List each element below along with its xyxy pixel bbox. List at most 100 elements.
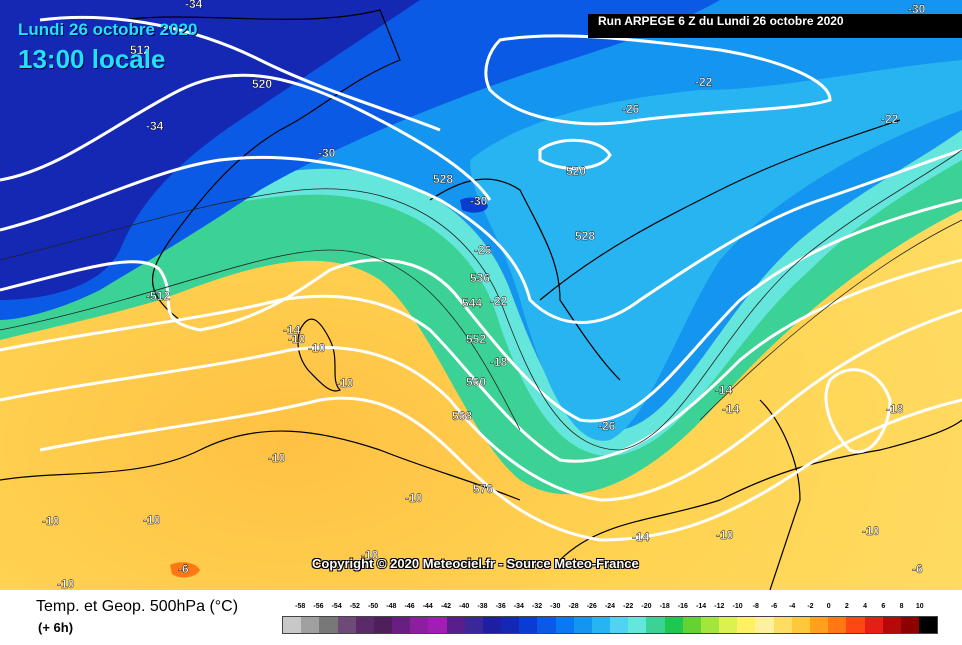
color-swatch: [319, 617, 338, 633]
color-swatch: [464, 617, 483, 633]
color-swatch: [355, 617, 374, 633]
color-swatch: [519, 617, 538, 633]
scale-tick-label: -4: [789, 603, 796, 610]
scale-tick-label: -48: [386, 603, 397, 610]
temp-label: -10: [361, 548, 379, 562]
scale-tick-label: -50: [368, 603, 379, 610]
color-swatch: [919, 617, 938, 633]
temp-label: -30: [908, 2, 926, 16]
color-swatch: [864, 617, 883, 633]
scale-tick-label: -34: [513, 603, 524, 610]
green-band: [0, 150, 962, 495]
scale-tick-label: -36: [495, 603, 506, 610]
color-swatch: [828, 617, 847, 633]
temp-label: -34: [146, 119, 164, 133]
scale-tick-label: -28: [568, 603, 579, 610]
color-swatch: [719, 617, 738, 633]
color-swatch: [446, 617, 465, 633]
temp-label: -10: [862, 524, 880, 538]
map-labels: -34 -34 -30 -30 -30 -26 -26 -26 -22 -22 …: [42, 0, 926, 590]
scale-tick-label: -30: [550, 603, 561, 610]
scale-tick-label: 4: [863, 603, 868, 610]
temp-label: -10: [308, 341, 326, 355]
scale-tick-label: -52: [349, 603, 360, 610]
color-swatch: [773, 617, 792, 633]
color-swatch: [410, 617, 429, 633]
color-swatch: [809, 617, 829, 633]
legend-panel: Temp. et Geop. 500hPa (°C) (+ 6h) -58 -56…: [0, 590, 962, 645]
temp-label: -10: [42, 514, 60, 528]
color-swatch: [392, 617, 411, 633]
scale-tick-label: -16: [677, 603, 688, 610]
color-swatch: [428, 617, 447, 633]
scale-tick-label: -32: [532, 603, 543, 610]
scale-tick-label: -26: [586, 603, 597, 610]
geop-label: -512: [146, 289, 170, 303]
temp-label: -18: [490, 355, 508, 369]
temp-label: -10: [57, 577, 75, 590]
color-swatch: [301, 617, 320, 633]
forecast-date: Lundi 26 octobre 2020: [18, 20, 198, 39]
geop-label: 560: [466, 375, 486, 389]
scale-tick-label: 2: [844, 603, 849, 610]
scale-tick-label: -56: [313, 603, 324, 610]
temp-label: -22: [695, 75, 713, 89]
scale-tick-label: -2: [807, 603, 814, 610]
color-swatch: [664, 617, 683, 633]
temp-label: -14: [715, 383, 733, 397]
temp-label: -30: [470, 194, 488, 208]
color-swatch: [700, 617, 720, 633]
color-swatch: [646, 617, 665, 633]
temp-label: -34: [185, 0, 203, 11]
color-swatch: [682, 617, 701, 633]
temp-label: -22: [490, 294, 508, 308]
coldest-core: [0, 0, 420, 300]
scale-tick-label: 10: [915, 603, 924, 610]
color-swatch: [482, 617, 502, 633]
temp-label: -14: [722, 402, 740, 416]
temp-label: -10: [288, 332, 306, 346]
scale-tick-label: 6: [881, 603, 886, 610]
color-scale-ticks: -58 -56 -54 -52 -50 -48 -46 -44 -42 -40 -38 -36 -34-…: [282, 603, 938, 613]
temperature-isolines: [0, 149, 962, 451]
color-swatch: [337, 617, 356, 633]
scale-tick-label: -8: [752, 603, 759, 610]
cyan-band: [0, 130, 962, 456]
temp-label: -14: [632, 530, 650, 544]
geop-label: 568: [452, 409, 472, 423]
scale-tick-label: -6: [770, 603, 778, 610]
scale-tick-label: -54: [331, 603, 342, 610]
forecast-time: 13:00 locale: [18, 44, 166, 74]
scale-tick-label: -20: [641, 603, 652, 610]
temp-label: -10: [716, 528, 734, 542]
scale-tick-label: -12: [714, 603, 725, 610]
scale-tick-label: -58: [295, 603, 306, 610]
temp-label: -10: [143, 513, 161, 527]
temp-label: -22: [881, 112, 899, 126]
scale-tick-label: -42: [440, 603, 452, 610]
geop-label: 544: [462, 296, 482, 310]
scale-tick-label: -10: [732, 603, 743, 610]
color-swatch: [537, 617, 556, 633]
color-swatch: [900, 617, 920, 633]
scale-tick-label: -24: [604, 603, 616, 610]
legend-title: Temp. et Geop. 500hPa (°C): [36, 598, 239, 615]
geopotential-isolines: [0, 15, 962, 542]
scale-tick-label: -44: [422, 603, 433, 610]
scale-tick-label: -14: [696, 603, 707, 610]
temp-label: -26: [622, 102, 640, 116]
color-swatch: [846, 617, 865, 633]
scale-tick-label: -38: [477, 603, 488, 610]
geop-label: 552: [466, 332, 486, 346]
model-run-banner: Run ARPEGE 6 Z du Lundi 26 octobre 2020: [588, 14, 962, 38]
coastlines: [0, 9, 962, 590]
color-swatch: [755, 617, 774, 633]
geop-label: 576: [473, 482, 493, 496]
map-canvas: -34 -34 -30 -30 -30 -26 -26 -26 -22 -22 …: [0, 0, 962, 590]
color-swatch: [610, 617, 629, 633]
color-swatch: [555, 617, 574, 633]
geop-label: 520: [252, 77, 272, 91]
color-swatch: [573, 617, 592, 633]
temp-label: -10: [268, 451, 286, 465]
temp-label: -30: [318, 146, 336, 160]
